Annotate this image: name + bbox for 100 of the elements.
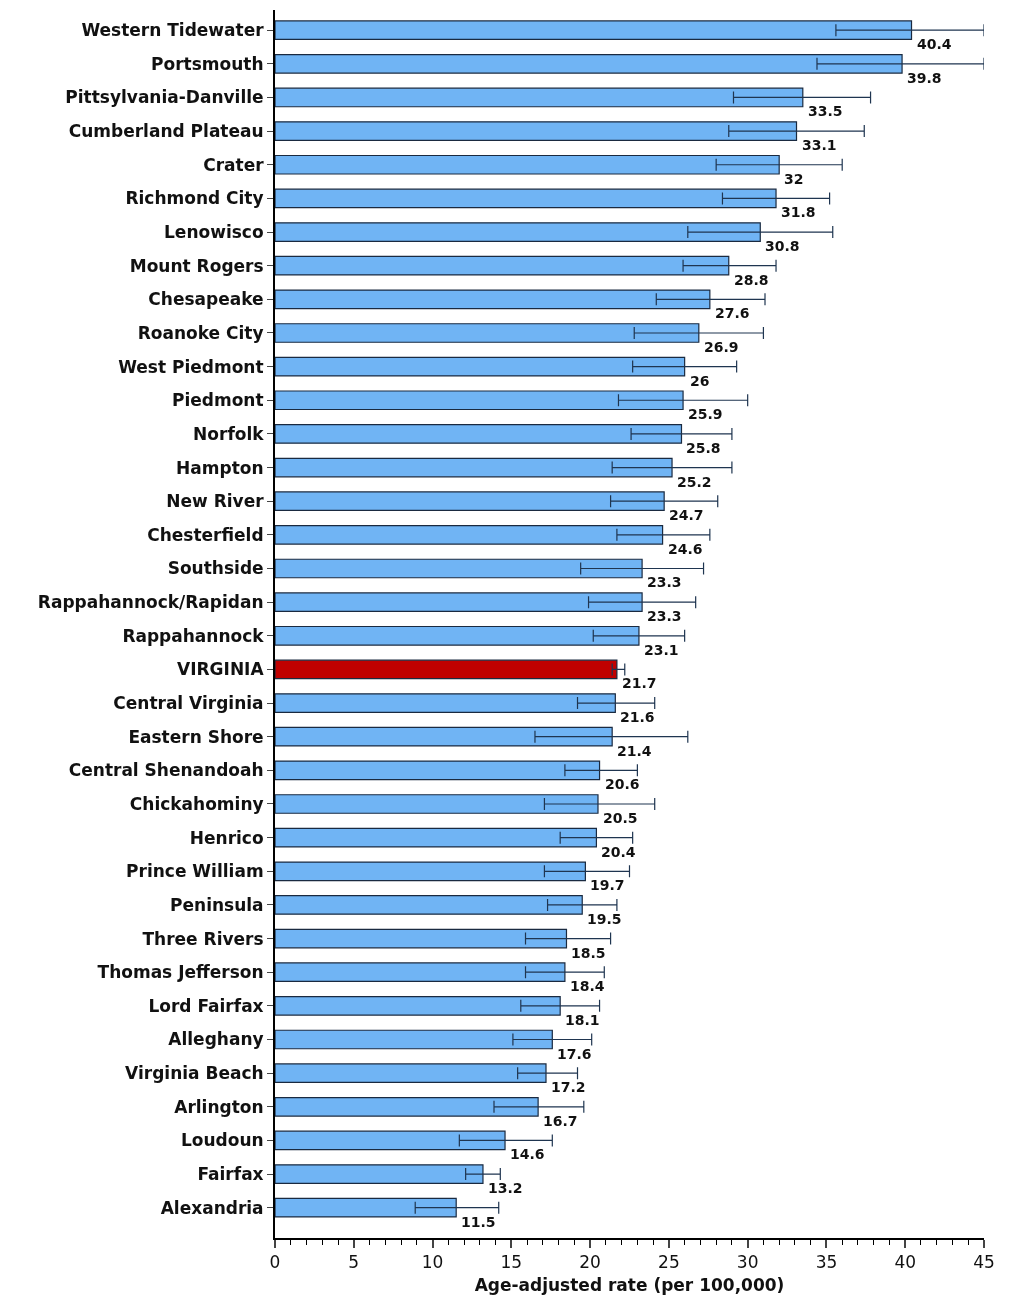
- bar: [275, 87, 804, 108]
- y-tick-label: Central Virginia: [113, 693, 264, 714]
- y-tick-label: Western Tidewater: [81, 20, 265, 41]
- y-tick-label: Rappahannock/Rapidan: [37, 592, 264, 613]
- bar: [275, 424, 683, 444]
- y-tick-label: Alleghany: [168, 1029, 264, 1050]
- data-label: 18.1: [565, 1012, 600, 1028]
- data-label: 26.9: [704, 339, 739, 355]
- x-tick-label: 5: [348, 1252, 360, 1273]
- x-tick-label: 25: [658, 1252, 680, 1273]
- bar: [275, 20, 913, 41]
- y-tick-label: Portsmouth: [151, 53, 264, 74]
- data-label: 23.1: [644, 642, 679, 658]
- data-label: 19.7: [590, 877, 625, 893]
- y-tick-label: Crater: [203, 154, 265, 175]
- bar: [275, 895, 583, 915]
- bar: [275, 962, 566, 983]
- y-tick-label: Central Shenandoah: [68, 760, 264, 781]
- data-label: 20.5: [603, 810, 638, 826]
- y-tick-label: Rappahannock: [122, 625, 265, 646]
- x-tick-label: 0: [269, 1252, 281, 1273]
- y-tick-label: Chesterfield: [147, 524, 264, 545]
- bar: [275, 154, 780, 175]
- data-label: 17.2: [551, 1079, 586, 1095]
- data-label: 25.2: [677, 474, 712, 490]
- y-tick-label: Piedmont: [171, 390, 264, 411]
- bar: [275, 928, 568, 949]
- x-tick-label: 15: [500, 1252, 523, 1273]
- bar: [275, 289, 711, 310]
- bar: [275, 1197, 457, 1218]
- data-label: 31.8: [781, 204, 816, 220]
- bar: [275, 558, 643, 579]
- data-label: 26: [690, 373, 710, 389]
- y-tick-label: Henrico: [189, 827, 264, 848]
- y-tick-label: Prince William: [126, 861, 264, 882]
- bar: [275, 726, 613, 747]
- y-tick-label: Arlington: [174, 1096, 264, 1117]
- y-tick-label: Fairfax: [197, 1164, 264, 1185]
- y-tick-label: Chickahominy: [129, 793, 264, 814]
- x-tick-label: 45: [973, 1252, 995, 1273]
- data-label: 33.1: [802, 137, 837, 153]
- y-tick-label: Norfolk: [193, 423, 265, 444]
- y-tick-label: West Piedmont: [118, 356, 264, 377]
- y-tick-label: Roanoke City: [137, 322, 264, 343]
- x-axis-title: Age-adjusted rate (per 100,000): [474, 1275, 785, 1296]
- data-label: 25.9: [688, 406, 723, 422]
- data-label: 32: [784, 171, 804, 187]
- x-tick-label: 10: [421, 1252, 444, 1273]
- y-tick-label: Three Rivers: [142, 928, 264, 949]
- data-label: 21.7: [622, 675, 657, 691]
- data-label: 39.8: [907, 70, 942, 86]
- y-tick-label: Lord Fairfax: [148, 995, 264, 1016]
- bar: [275, 255, 730, 276]
- data-label: 18.4: [570, 978, 605, 994]
- y-tick-label: Lenowisco: [164, 222, 264, 242]
- bar: [275, 121, 798, 141]
- y-tick-label: Alexandria: [160, 1197, 264, 1218]
- data-label: 24.6: [668, 541, 703, 557]
- bar: [275, 625, 640, 646]
- y-tick-label: Loudoun: [180, 1130, 264, 1151]
- data-label: 25.8: [686, 440, 721, 456]
- bar: [275, 861, 586, 882]
- data-label: 17.6: [557, 1046, 592, 1062]
- y-tick-label: Chesapeake: [148, 289, 264, 310]
- y-tick-label: Pittsylvania-Danville: [65, 87, 264, 108]
- data-label: 19.5: [587, 911, 622, 927]
- y-tick-label: Richmond City: [125, 188, 264, 209]
- bar: [275, 996, 561, 1016]
- bar: [275, 1096, 539, 1117]
- bar: [275, 323, 700, 343]
- bar: [275, 1164, 484, 1184]
- bar: [275, 1029, 553, 1050]
- x-tick-label: 35: [815, 1252, 838, 1273]
- x-tick-label: 20: [579, 1252, 601, 1273]
- y-tick-label: Thomas Jefferson: [97, 962, 264, 983]
- bar: [275, 53, 903, 74]
- data-label: 11.5: [461, 1214, 496, 1230]
- data-label: 24.7: [669, 507, 704, 523]
- x-tick-label: 40: [894, 1252, 917, 1273]
- bar: [275, 524, 664, 545]
- bar: [275, 592, 643, 612]
- bar: [275, 222, 761, 242]
- bar: [275, 491, 665, 512]
- y-tick-label: Cumberland Plateau: [68, 121, 264, 142]
- data-label: 30.8: [765, 238, 800, 254]
- bar: [275, 659, 618, 680]
- data-label: 18.5: [571, 945, 606, 961]
- y-tick-label: Mount Rogers: [129, 255, 264, 276]
- y-tick-label: Hampton: [176, 457, 264, 478]
- bar: [275, 356, 686, 377]
- data-label: 23.3: [647, 574, 682, 590]
- y-tick-label: New River: [166, 491, 265, 512]
- data-label: 27.6: [715, 305, 750, 321]
- y-tick-label: Peninsula: [170, 894, 264, 915]
- bar: [275, 693, 616, 713]
- data-label: 40.4: [917, 36, 952, 52]
- data-label: 14.6: [510, 1146, 545, 1162]
- data-label: 23.3: [647, 608, 682, 624]
- bar: [275, 794, 599, 814]
- bar: [275, 760, 601, 781]
